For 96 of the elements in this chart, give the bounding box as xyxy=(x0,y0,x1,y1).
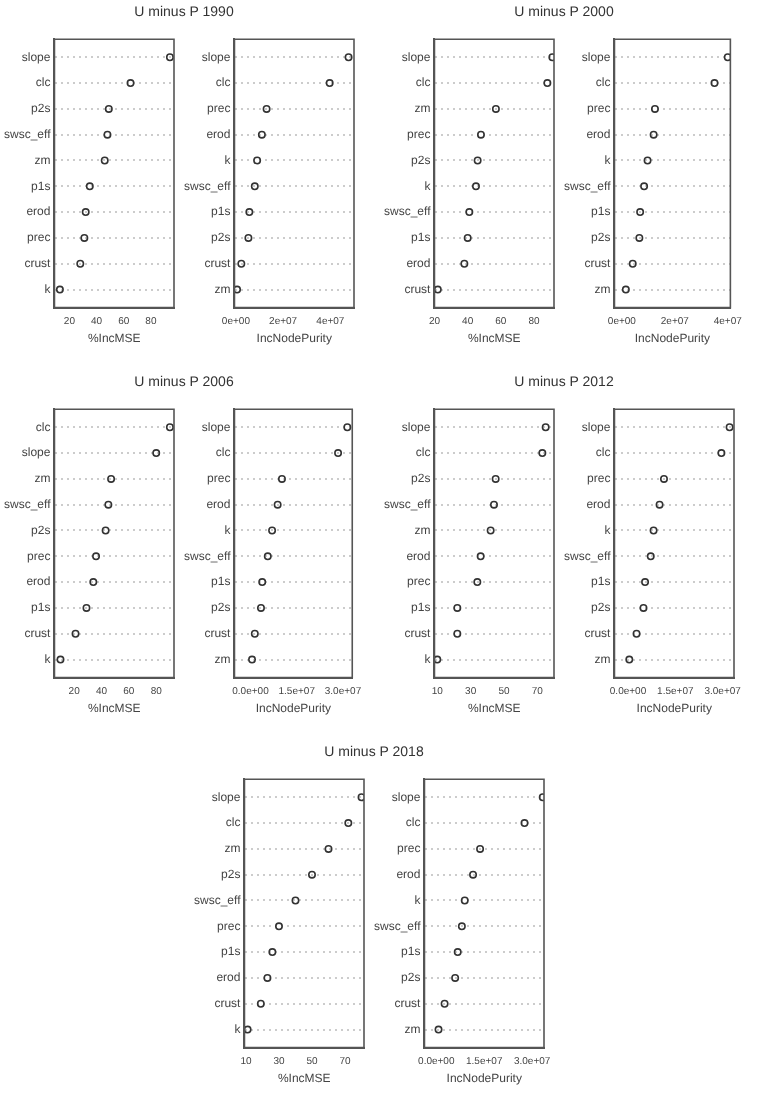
point xyxy=(244,233,253,242)
point xyxy=(476,844,485,853)
point xyxy=(650,104,659,113)
point xyxy=(621,285,630,294)
point xyxy=(165,423,174,432)
point xyxy=(434,285,442,294)
point xyxy=(248,655,257,664)
point xyxy=(89,578,98,587)
point xyxy=(640,182,649,191)
point xyxy=(334,449,343,458)
point xyxy=(126,79,135,88)
point xyxy=(476,552,485,561)
point xyxy=(107,474,116,483)
point xyxy=(646,552,655,561)
point xyxy=(476,130,485,139)
point xyxy=(641,578,650,587)
point xyxy=(491,474,500,483)
point xyxy=(256,999,265,1008)
point xyxy=(649,130,658,139)
point xyxy=(343,423,352,432)
point xyxy=(625,655,634,664)
point xyxy=(100,156,109,165)
point xyxy=(710,79,719,88)
point xyxy=(55,285,64,294)
point xyxy=(649,526,658,535)
point xyxy=(469,870,478,879)
point xyxy=(250,182,259,191)
point xyxy=(465,208,474,217)
point xyxy=(263,552,272,561)
point xyxy=(457,922,466,931)
point xyxy=(453,948,462,957)
point xyxy=(725,423,734,432)
point xyxy=(460,896,469,905)
point xyxy=(253,156,262,165)
point xyxy=(491,104,500,113)
point xyxy=(632,629,641,638)
point xyxy=(250,629,259,638)
point xyxy=(453,603,462,612)
point xyxy=(655,500,664,509)
point xyxy=(659,474,668,483)
point xyxy=(543,79,552,88)
point xyxy=(434,1025,443,1034)
point xyxy=(258,578,267,587)
point xyxy=(85,182,94,191)
point xyxy=(473,156,482,165)
point xyxy=(237,259,246,268)
point xyxy=(268,948,277,957)
point xyxy=(104,104,113,113)
point xyxy=(262,104,271,113)
point xyxy=(463,233,472,242)
point xyxy=(471,182,480,191)
point xyxy=(520,819,529,828)
point xyxy=(636,208,645,217)
point xyxy=(324,844,333,853)
point xyxy=(165,53,174,62)
point xyxy=(628,259,637,268)
point xyxy=(538,449,547,458)
point xyxy=(152,449,161,458)
point xyxy=(344,819,353,828)
point xyxy=(104,500,113,509)
point xyxy=(451,973,460,982)
point xyxy=(486,526,495,535)
point xyxy=(263,973,272,982)
point xyxy=(82,603,91,612)
point xyxy=(101,526,110,535)
point xyxy=(440,999,449,1008)
point xyxy=(639,603,648,612)
point xyxy=(357,793,364,802)
point xyxy=(80,233,89,242)
point xyxy=(344,53,353,62)
point xyxy=(717,449,726,458)
point xyxy=(56,655,65,664)
point xyxy=(723,53,731,62)
point xyxy=(274,922,283,931)
point xyxy=(473,578,482,587)
point xyxy=(103,130,112,139)
point xyxy=(92,552,101,561)
point xyxy=(541,423,550,432)
point xyxy=(291,896,300,905)
point xyxy=(245,208,254,217)
point xyxy=(257,130,266,139)
point xyxy=(635,233,644,242)
point xyxy=(71,629,80,638)
point xyxy=(460,259,469,268)
point xyxy=(256,603,265,612)
point xyxy=(277,474,286,483)
point xyxy=(489,500,498,509)
point xyxy=(268,526,277,535)
point xyxy=(244,1025,252,1034)
point xyxy=(453,629,462,638)
point xyxy=(643,156,652,165)
point xyxy=(325,79,334,88)
point xyxy=(76,259,85,268)
point xyxy=(273,500,282,509)
point xyxy=(81,208,90,217)
point xyxy=(307,870,316,879)
